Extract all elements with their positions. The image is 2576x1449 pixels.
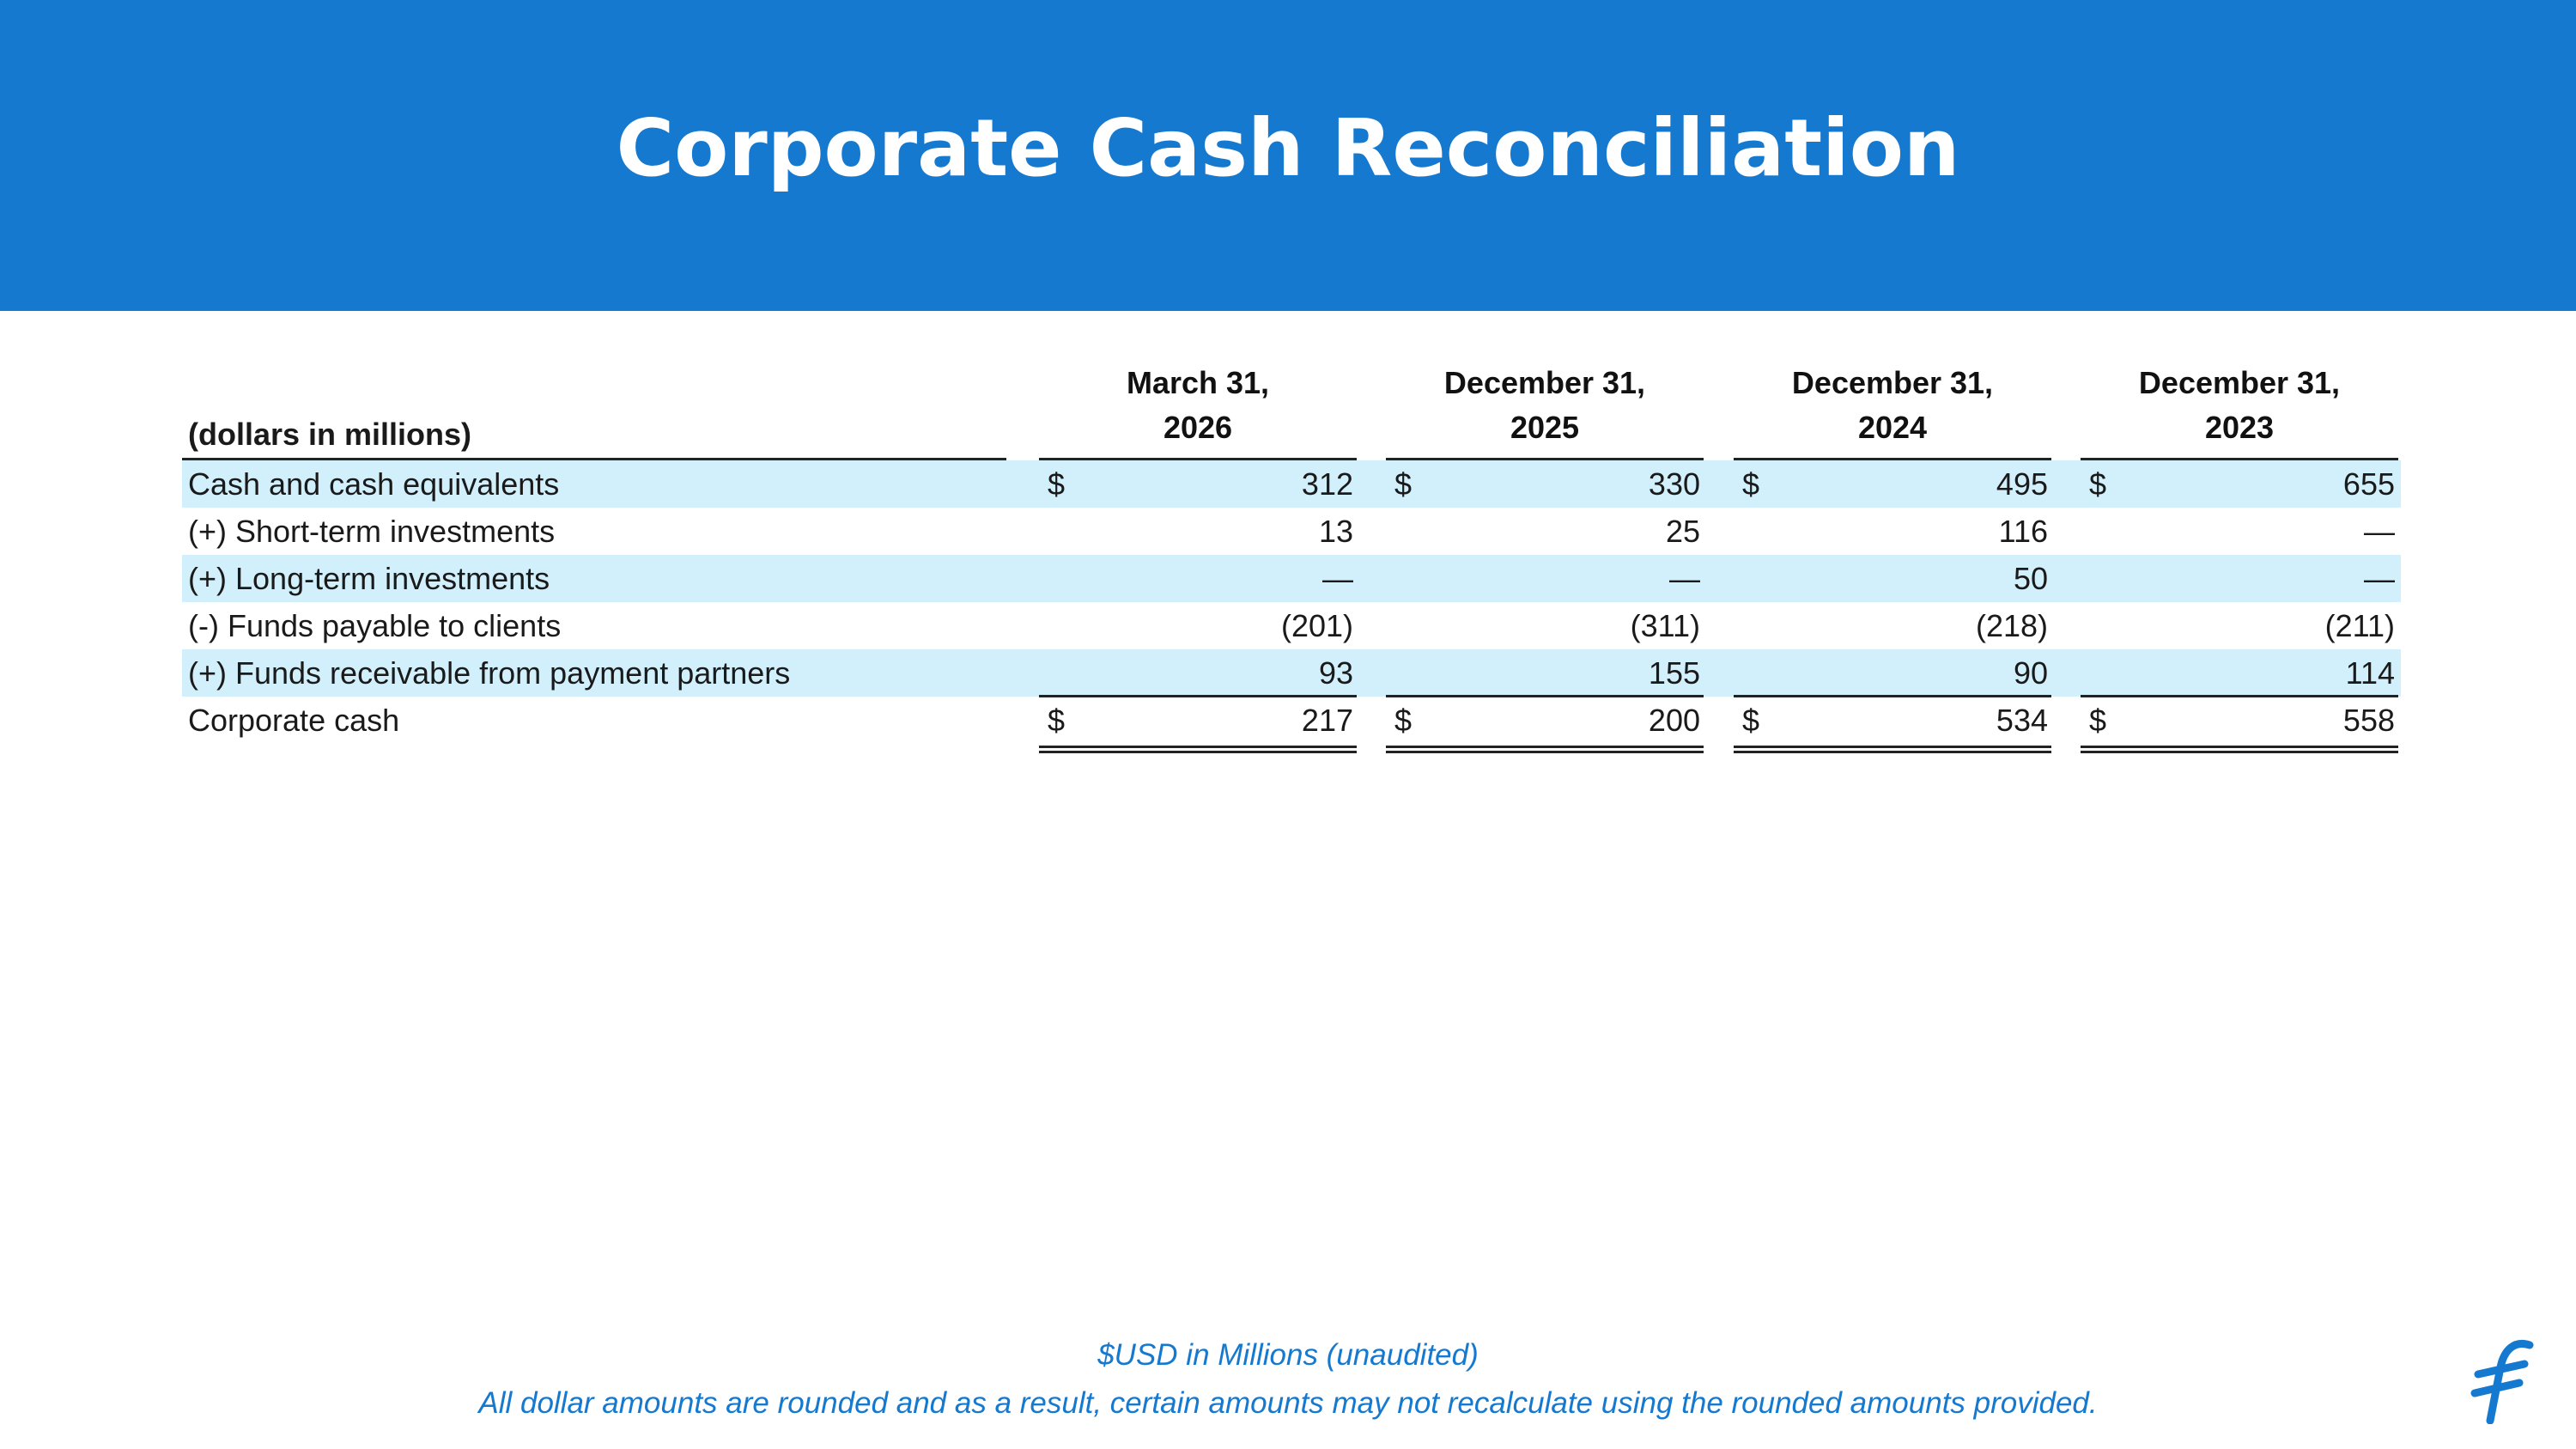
total-double-rule (1734, 746, 2051, 753)
row-label: Cash and cash equivalents (188, 466, 560, 502)
brand-f-logo-icon (2470, 1340, 2534, 1424)
currency-symbol: $ (2089, 703, 2107, 738)
column-header-date: December 31, (1791, 365, 1994, 400)
currency-symbol: $ (1394, 703, 1413, 738)
table-cell-value: — (2364, 561, 2395, 596)
column-header-year: 2024 (1857, 410, 1928, 445)
table-cell-value: 217 (1301, 703, 1353, 738)
table-cell-value: 50 (2013, 561, 2048, 596)
table-cell-value: — (1322, 561, 1353, 596)
column-header-year: 2023 (2204, 410, 2275, 445)
row-label: Corporate cash (188, 703, 400, 738)
table-cell-value: — (2364, 514, 2395, 549)
header-rule (1734, 458, 2051, 460)
page-title: Corporate Cash Reconciliation (616, 102, 1960, 194)
row-label: (-) Funds payable to clients (188, 608, 562, 643)
table-cell-value: 13 (1318, 514, 1353, 549)
title-banner: Corporate Cash Reconciliation (0, 0, 2576, 311)
column-header-year: 2026 (1163, 410, 1233, 445)
header-rule (1386, 458, 1704, 460)
total-double-rule (2081, 746, 2398, 753)
header-rule (182, 458, 1006, 460)
currency-symbol: $ (1048, 466, 1066, 502)
total-double-rule (1386, 746, 1704, 753)
table-cell-value: (201) (1280, 608, 1353, 643)
column-header-date: March 31, (1126, 365, 1270, 400)
table-cell-value: 200 (1648, 703, 1700, 738)
row-label: (+) Funds receivable from payment partne… (188, 655, 791, 691)
row-label: (+) Long-term investments (188, 561, 550, 596)
table-cell-value: 495 (1996, 466, 2048, 502)
column-header-year: 2025 (1510, 410, 1580, 445)
table-cell-value: 655 (2342, 466, 2395, 502)
table-cell-value: 330 (1648, 466, 1700, 502)
header-rule (2081, 458, 2398, 460)
total-double-rule (1039, 746, 1357, 753)
table-cell-value: 114 (2345, 655, 2395, 691)
table-cell-value: 25 (1665, 514, 1700, 549)
table-cell-value: — (1669, 561, 1700, 596)
table-cell-value: 155 (1648, 655, 1700, 691)
row-shading (182, 555, 2401, 602)
currency-symbol: $ (2089, 466, 2107, 502)
subtotal-rule (1039, 695, 1357, 697)
table-cell-value: 558 (2342, 703, 2395, 738)
table-cell-value: 93 (1318, 655, 1353, 691)
currency-symbol: $ (1048, 703, 1066, 738)
unit-label: (dollars in millions) (188, 417, 472, 452)
currency-symbol: $ (1742, 466, 1760, 502)
table-cell-value: 534 (1996, 703, 2048, 738)
table-cell-value: (211) (2324, 608, 2395, 643)
table-cell-value: (218) (1975, 608, 2048, 643)
currency-symbol: $ (1394, 466, 1413, 502)
rounding-footnote: All dollar amounts are rounded and as a … (478, 1386, 2098, 1420)
row-shading (182, 649, 2401, 697)
row-shading (182, 460, 2401, 508)
subtotal-rule (2081, 695, 2398, 697)
cash-reconciliation-table: (dollars in millions) March 31, 2026 Decemb… (182, 361, 2401, 756)
units-footnote: $USD in Millions (unaudited) (1097, 1338, 1479, 1372)
subtotal-rule (1386, 695, 1704, 697)
currency-symbol: $ (1742, 703, 1760, 738)
table-cell-value: 116 (1998, 514, 2048, 549)
row-label: (+) Short-term investments (188, 514, 556, 549)
table-cell-value: 90 (2013, 655, 2048, 691)
subtotal-rule (1734, 695, 2051, 697)
column-header-date: December 31, (2138, 365, 2341, 400)
header-rule (1039, 458, 1357, 460)
table-cell-value: 312 (1301, 466, 1353, 502)
column-header-date: December 31, (1443, 365, 1646, 400)
table-cell-value: (311) (1630, 608, 1700, 643)
